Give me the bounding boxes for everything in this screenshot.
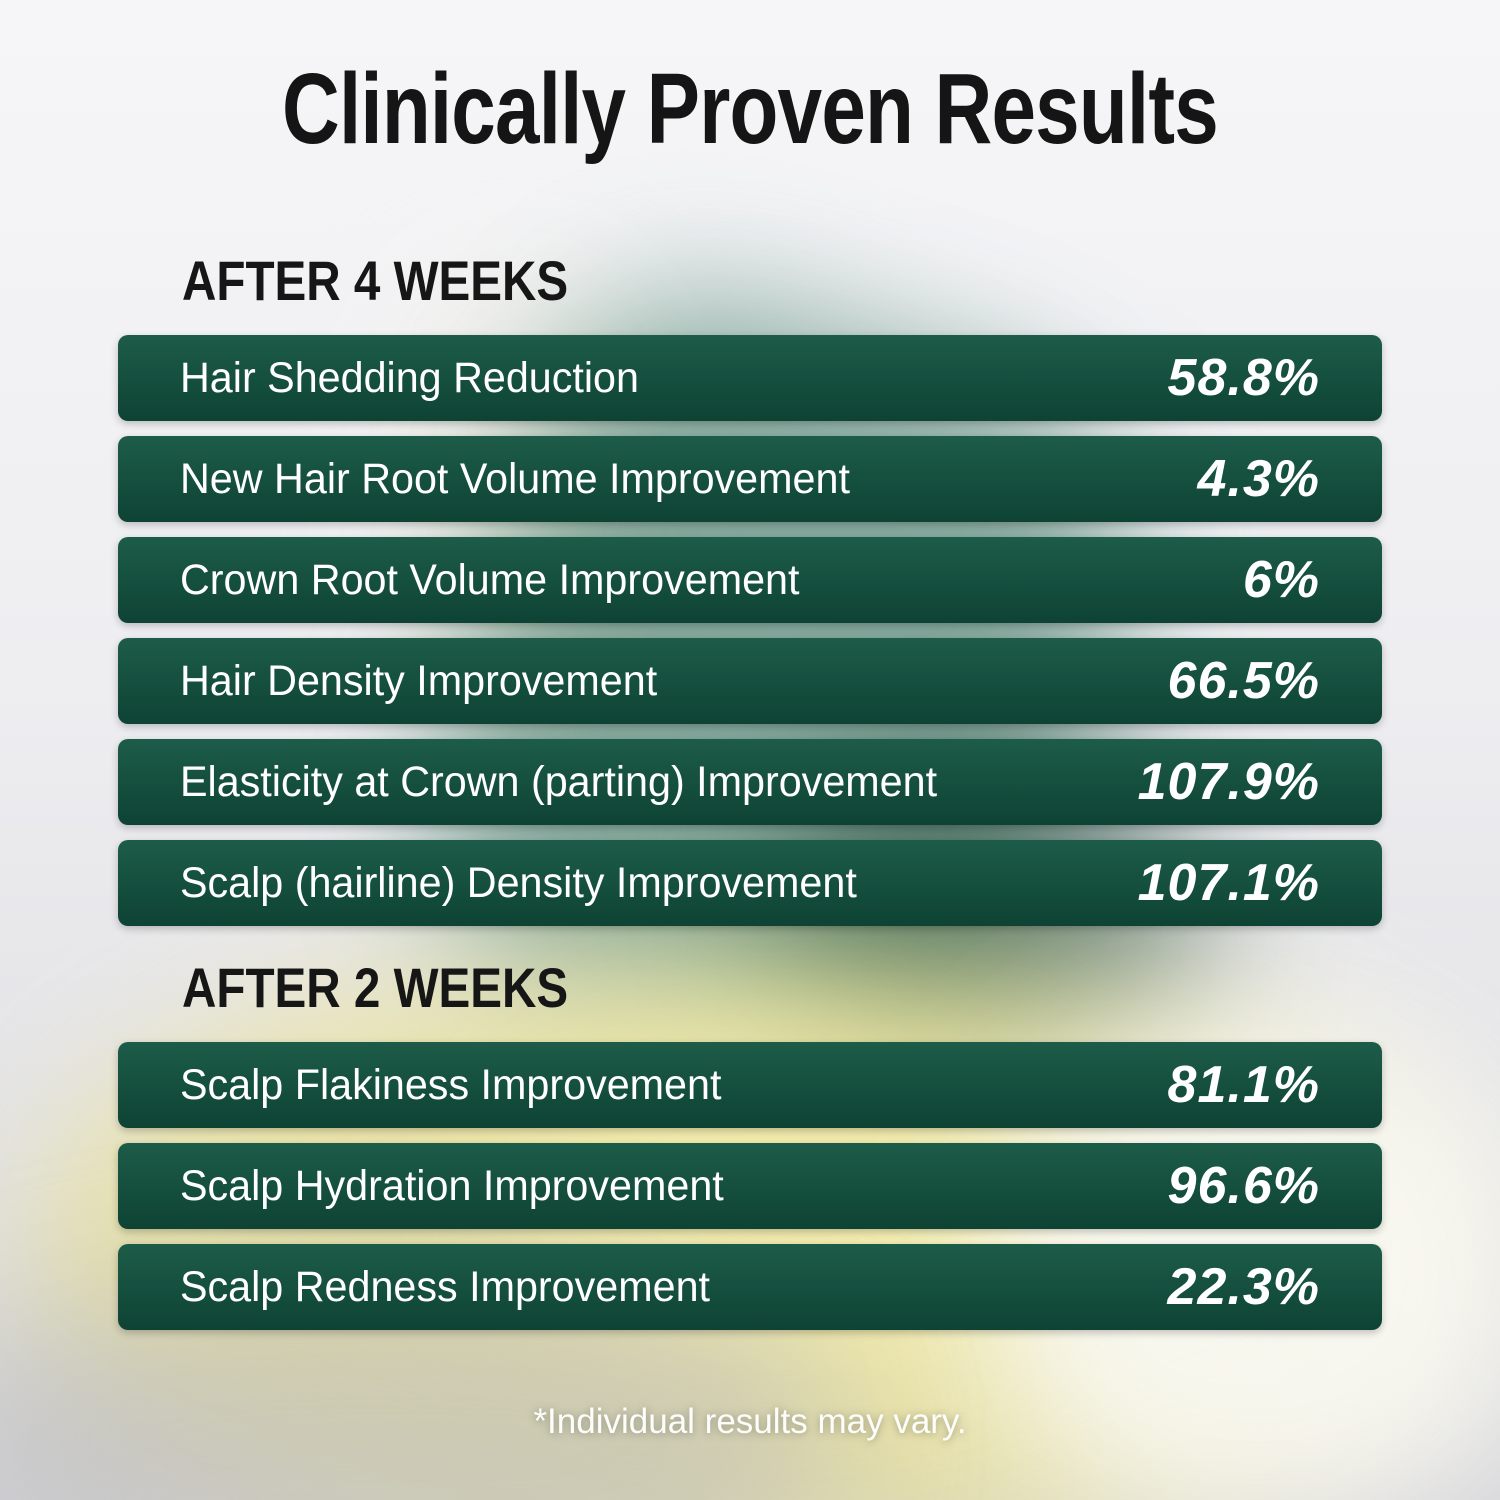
result-value: 66.5% (1167, 652, 1320, 710)
result-label: Scalp Flakiness Improvement (180, 1060, 722, 1109)
result-label: Scalp (hairline) Density Improvement (180, 858, 857, 907)
results-after-2-weeks: Scalp Flakiness Improvement 81.1% Scalp … (118, 1042, 1382, 1330)
result-label: Scalp Redness Improvement (180, 1262, 711, 1311)
result-value: 96.6% (1167, 1157, 1320, 1215)
result-row: Elasticity at Crown (parting) Improvemen… (118, 739, 1382, 825)
result-value: 6% (1242, 551, 1320, 609)
result-label: Crown Root Volume Improvement (180, 555, 800, 604)
section-heading-after-2-weeks: AFTER 2 WEEKS (182, 956, 569, 1019)
result-row: Scalp (hairline) Density Improvement 107… (118, 840, 1382, 926)
page-title-text: Clinically Proven Results (282, 53, 1219, 165)
result-row: Hair Shedding Reduction 58.8% (118, 335, 1382, 421)
results-content: AFTER 4 WEEKS Hair Shedding Reduction 58… (118, 253, 1382, 1330)
result-value: 4.3% (1197, 450, 1320, 508)
result-row: Scalp Flakiness Improvement 81.1% (118, 1042, 1382, 1128)
results-after-4-weeks: Hair Shedding Reduction 58.8% New Hair R… (118, 335, 1382, 926)
result-row: New Hair Root Volume Improvement 4.3% (118, 436, 1382, 522)
result-label: Scalp Hydration Improvement (180, 1161, 724, 1210)
result-row: Crown Root Volume Improvement 6% (118, 537, 1382, 623)
result-row: Scalp Hydration Improvement 96.6% (118, 1143, 1382, 1229)
result-value: 107.9% (1137, 753, 1320, 811)
result-value: 107.1% (1137, 854, 1320, 912)
result-label: Elasticity at Crown (parting) Improvemen… (180, 757, 938, 806)
result-label: New Hair Root Volume Improvement (180, 454, 850, 503)
result-label: Hair Density Improvement (180, 656, 658, 705)
result-row: Hair Density Improvement 66.5% (118, 638, 1382, 724)
result-row: Scalp Redness Improvement 22.3% (118, 1244, 1382, 1330)
result-value: 58.8% (1167, 349, 1320, 407)
result-value: 81.1% (1167, 1056, 1320, 1114)
disclaimer-footnote: *Individual results may vary. (533, 1402, 967, 1441)
result-value: 22.3% (1167, 1258, 1320, 1316)
page-title: Clinically Proven Results (0, 52, 1500, 167)
section-heading-after-4-weeks: AFTER 4 WEEKS (182, 249, 569, 312)
result-label: Hair Shedding Reduction (180, 353, 639, 402)
